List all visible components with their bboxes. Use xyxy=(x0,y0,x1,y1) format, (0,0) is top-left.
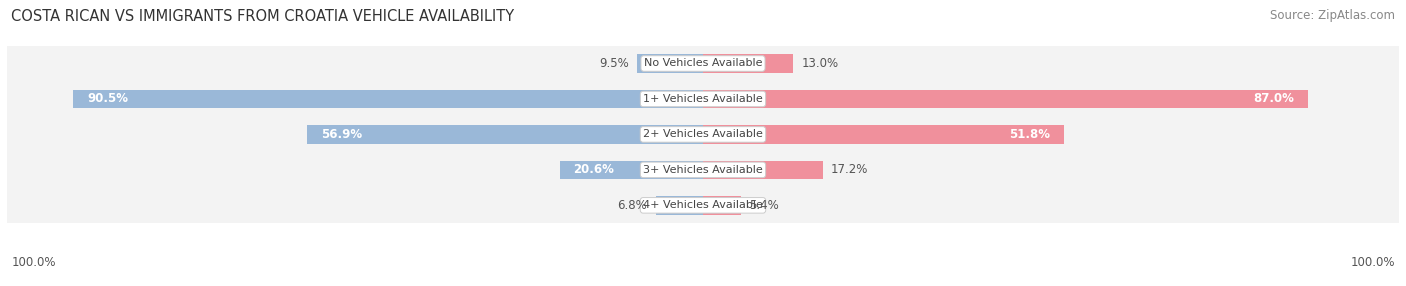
Text: 20.6%: 20.6% xyxy=(574,163,614,176)
Text: 17.2%: 17.2% xyxy=(831,163,869,176)
Text: 6.8%: 6.8% xyxy=(617,199,647,212)
Text: 56.9%: 56.9% xyxy=(321,128,361,141)
Bar xyxy=(7,188,1399,223)
Text: 4+ Vehicles Available: 4+ Vehicles Available xyxy=(643,200,763,210)
Bar xyxy=(637,54,703,73)
Bar xyxy=(7,81,1399,117)
Text: 51.8%: 51.8% xyxy=(1008,128,1050,141)
Text: 1+ Vehicles Available: 1+ Vehicles Available xyxy=(643,94,763,104)
Bar xyxy=(560,161,703,179)
Text: 100.0%: 100.0% xyxy=(11,256,56,269)
Bar xyxy=(703,196,741,214)
Text: 100.0%: 100.0% xyxy=(1350,256,1395,269)
Bar xyxy=(307,125,703,144)
Bar xyxy=(7,152,1399,188)
Bar xyxy=(703,125,1063,144)
Text: 90.5%: 90.5% xyxy=(87,92,128,106)
Text: 9.5%: 9.5% xyxy=(599,57,628,70)
Text: 3+ Vehicles Available: 3+ Vehicles Available xyxy=(643,165,763,175)
Bar xyxy=(703,161,823,179)
Bar xyxy=(73,90,703,108)
Text: 5.4%: 5.4% xyxy=(749,199,779,212)
Bar xyxy=(655,196,703,214)
Bar xyxy=(703,54,793,73)
Text: 2+ Vehicles Available: 2+ Vehicles Available xyxy=(643,130,763,139)
Text: 87.0%: 87.0% xyxy=(1254,92,1295,106)
Text: 13.0%: 13.0% xyxy=(801,57,839,70)
Bar xyxy=(703,90,1309,108)
Bar xyxy=(7,117,1399,152)
Text: COSTA RICAN VS IMMIGRANTS FROM CROATIA VEHICLE AVAILABILITY: COSTA RICAN VS IMMIGRANTS FROM CROATIA V… xyxy=(11,9,515,23)
Text: No Vehicles Available: No Vehicles Available xyxy=(644,59,762,68)
Text: Source: ZipAtlas.com: Source: ZipAtlas.com xyxy=(1270,9,1395,21)
Bar xyxy=(7,46,1399,81)
